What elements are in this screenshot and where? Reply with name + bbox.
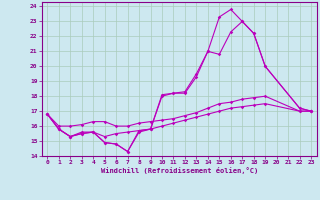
X-axis label: Windchill (Refroidissement éolien,°C): Windchill (Refroidissement éolien,°C) bbox=[100, 167, 258, 174]
